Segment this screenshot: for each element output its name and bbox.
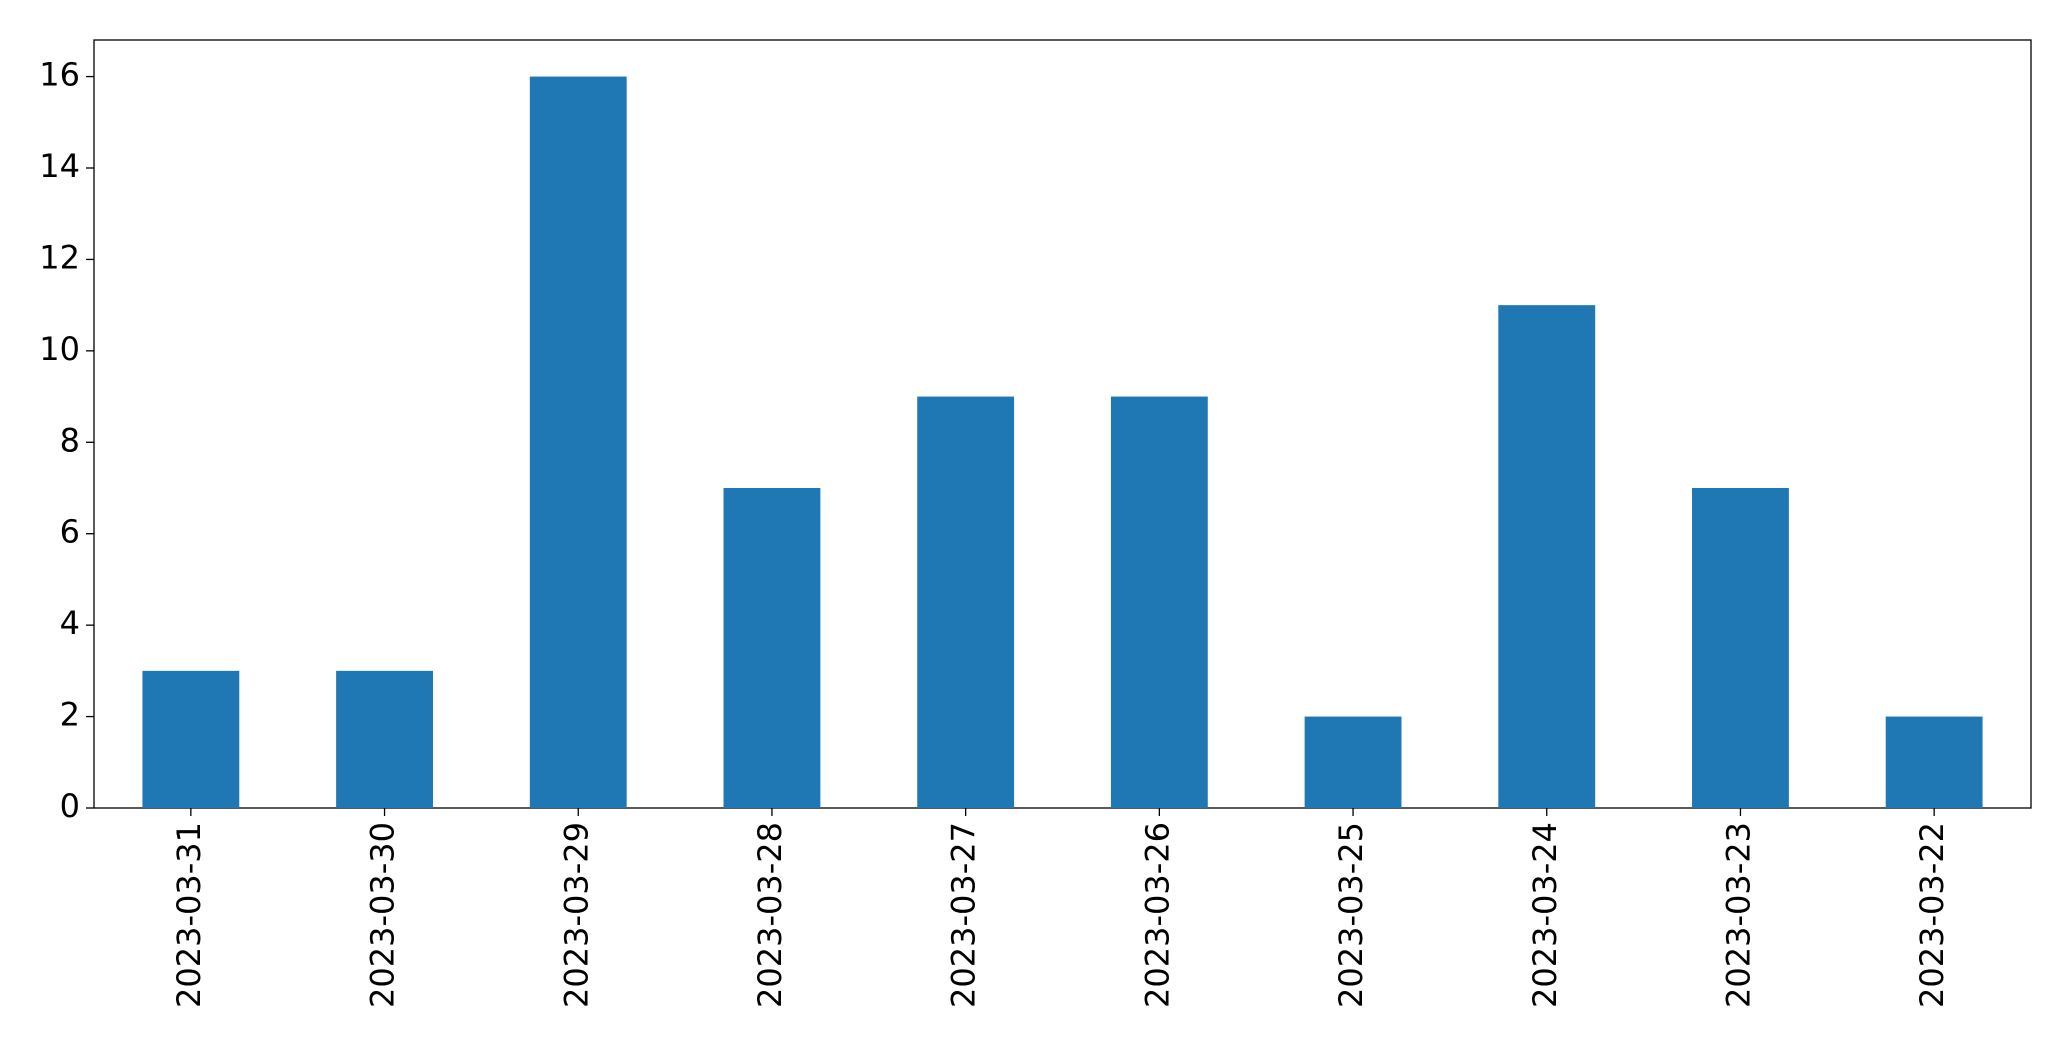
- x-tick-label: 2023-03-24: [1526, 822, 1564, 1008]
- y-tick-label: 10: [39, 330, 80, 368]
- x-tick-label: 2023-03-31: [170, 822, 208, 1008]
- bar: [917, 396, 1015, 808]
- bar: [1304, 716, 1402, 808]
- y-tick-label: 16: [39, 56, 80, 94]
- bar: [336, 670, 433, 808]
- y-tick-label: 4: [60, 604, 80, 642]
- x-tick-label: 2023-03-23: [1719, 822, 1757, 1008]
- bar: [142, 670, 240, 808]
- x-tick-label: 2023-03-25: [1332, 822, 1370, 1008]
- y-tick-label: 0: [60, 787, 80, 825]
- bar: [723, 488, 821, 808]
- y-tick-label: 2: [60, 696, 80, 734]
- plot-frame: [93, 39, 2032, 809]
- x-tick-label: 2023-03-27: [945, 822, 983, 1008]
- bar: [1498, 305, 1596, 808]
- y-tick-label: 12: [39, 238, 80, 276]
- x-tick-label: 2023-03-30: [364, 822, 402, 1008]
- bar: [1110, 396, 1208, 808]
- bar: [1692, 488, 1789, 808]
- x-tick-label: 2023-03-22: [1913, 822, 1951, 1008]
- x-tick-label: 2023-03-28: [751, 822, 789, 1008]
- y-tick-label: 8: [60, 421, 80, 459]
- bar: [1885, 716, 1983, 808]
- x-tick-label: 2023-03-26: [1138, 822, 1176, 1008]
- y-tick-label: 6: [60, 513, 80, 551]
- bar: [529, 76, 627, 809]
- x-tick-label: 2023-03-29: [557, 822, 595, 1008]
- y-tick-label: 14: [39, 147, 80, 185]
